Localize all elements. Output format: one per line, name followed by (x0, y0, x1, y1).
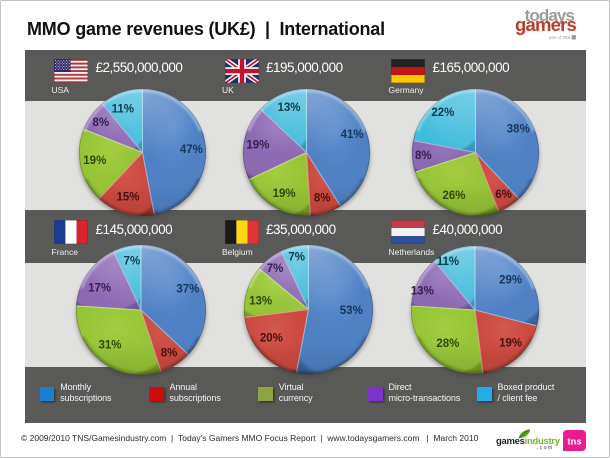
svg-text:tns: tns (567, 437, 581, 448)
svg-text:26%: 26% (442, 190, 465, 202)
svg-text:7%: 7% (266, 263, 283, 275)
svg-text:7%: 7% (288, 251, 305, 263)
svg-text:20%: 20% (259, 333, 282, 345)
svg-text:22%: 22% (431, 107, 454, 119)
svg-text:13%: 13% (410, 285, 433, 297)
svg-text:11%: 11% (111, 104, 133, 116)
svg-text:19%: 19% (499, 337, 522, 349)
svg-text:19%: 19% (83, 155, 106, 167)
svg-text:17%: 17% (88, 282, 111, 294)
svg-text:28%: 28% (436, 337, 459, 349)
svg-text:19%: 19% (246, 139, 269, 151)
svg-text:13%: 13% (277, 102, 300, 114)
svg-text:11%: 11% (436, 255, 458, 267)
svg-text:29%: 29% (499, 274, 522, 286)
svg-text:7%: 7% (124, 255, 141, 267)
svg-text:31%: 31% (98, 339, 121, 351)
svg-text:8%: 8% (313, 192, 330, 204)
svg-text:15%: 15% (116, 192, 139, 204)
svg-text:13%: 13% (249, 296, 272, 308)
svg-text:8%: 8% (161, 347, 178, 359)
svg-text:8%: 8% (92, 117, 109, 129)
svg-text:6%: 6% (495, 189, 512, 201)
svg-text:41%: 41% (340, 129, 363, 141)
svg-text:19%: 19% (272, 188, 295, 200)
svg-text:8%: 8% (414, 150, 431, 162)
svg-text:37%: 37% (176, 283, 199, 295)
svg-text:47%: 47% (179, 144, 202, 156)
svg-text:38%: 38% (506, 124, 529, 136)
svg-text:53%: 53% (339, 305, 362, 317)
